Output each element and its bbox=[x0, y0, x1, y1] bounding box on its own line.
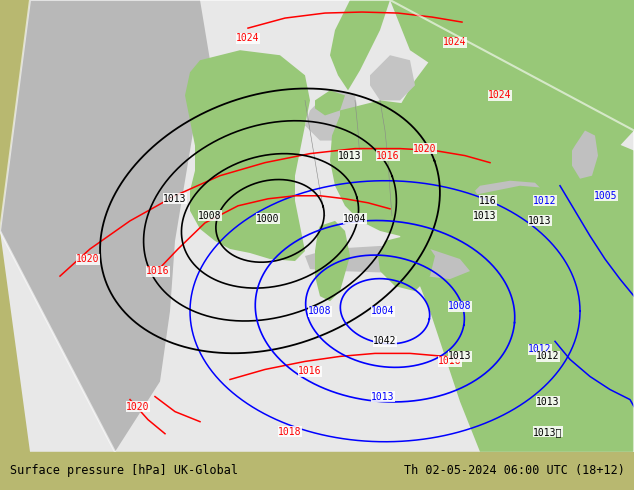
Text: 1005: 1005 bbox=[594, 191, 618, 201]
Polygon shape bbox=[0, 0, 210, 452]
Text: Th 02-05-2024 06:00 UTC (18+12): Th 02-05-2024 06:00 UTC (18+12) bbox=[404, 465, 624, 477]
Polygon shape bbox=[330, 0, 390, 90]
Text: 1013: 1013 bbox=[448, 351, 472, 362]
Text: 1004: 1004 bbox=[372, 306, 395, 316]
Text: 1008: 1008 bbox=[198, 211, 222, 221]
Text: 1024: 1024 bbox=[488, 90, 512, 100]
Polygon shape bbox=[0, 0, 634, 452]
Text: 1018: 1018 bbox=[278, 427, 302, 437]
Text: 1013␀: 1013␀ bbox=[533, 427, 563, 437]
Text: 1008: 1008 bbox=[448, 301, 472, 311]
Polygon shape bbox=[305, 246, 470, 279]
Text: 1016: 1016 bbox=[376, 150, 400, 161]
Text: 1013: 1013 bbox=[473, 211, 497, 221]
Polygon shape bbox=[475, 181, 545, 203]
Text: 1012: 1012 bbox=[528, 344, 552, 354]
Text: 1016: 1016 bbox=[438, 356, 462, 367]
Polygon shape bbox=[378, 236, 435, 291]
Polygon shape bbox=[385, 60, 634, 452]
Polygon shape bbox=[572, 130, 598, 179]
Polygon shape bbox=[192, 98, 212, 122]
Text: 1024: 1024 bbox=[236, 33, 260, 43]
Polygon shape bbox=[390, 0, 634, 146]
Polygon shape bbox=[185, 50, 310, 261]
Polygon shape bbox=[305, 90, 360, 141]
Text: 1008: 1008 bbox=[308, 306, 332, 316]
Text: 1013: 1013 bbox=[163, 194, 187, 204]
Text: 1016: 1016 bbox=[146, 266, 170, 276]
Polygon shape bbox=[465, 186, 565, 219]
Text: 1000: 1000 bbox=[256, 214, 280, 224]
Text: 1013: 1013 bbox=[372, 392, 395, 402]
Text: 1020: 1020 bbox=[76, 254, 100, 264]
Text: 1024: 1024 bbox=[443, 37, 467, 47]
Text: 1020: 1020 bbox=[413, 144, 437, 153]
Polygon shape bbox=[315, 90, 345, 116]
Polygon shape bbox=[330, 100, 475, 236]
Text: 1012: 1012 bbox=[536, 351, 560, 362]
Polygon shape bbox=[370, 55, 415, 100]
Text: Surface pressure [hPa] UK-Global: Surface pressure [hPa] UK-Global bbox=[10, 465, 238, 477]
Text: 1042: 1042 bbox=[373, 336, 397, 346]
Text: 1013: 1013 bbox=[536, 396, 560, 407]
Text: 1012: 1012 bbox=[533, 196, 557, 206]
Text: 116: 116 bbox=[479, 196, 497, 206]
Polygon shape bbox=[315, 221, 350, 301]
Text: 1020: 1020 bbox=[126, 402, 150, 412]
Text: 1013: 1013 bbox=[528, 216, 552, 226]
Text: 1013: 1013 bbox=[339, 150, 362, 161]
Text: 1016: 1016 bbox=[298, 367, 321, 376]
Polygon shape bbox=[208, 75, 248, 130]
Text: 1004: 1004 bbox=[343, 214, 366, 224]
